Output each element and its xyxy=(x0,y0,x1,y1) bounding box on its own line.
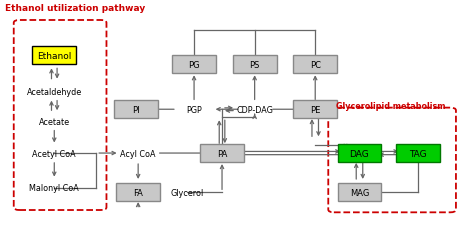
FancyBboxPatch shape xyxy=(172,56,216,74)
FancyBboxPatch shape xyxy=(337,183,382,202)
Text: CDP-DAG: CDP-DAG xyxy=(236,105,273,114)
FancyBboxPatch shape xyxy=(293,101,337,119)
Text: Malonyl CoA: Malonyl CoA xyxy=(29,183,79,192)
Text: Ethanol: Ethanol xyxy=(37,51,72,60)
Text: Glycerol: Glycerol xyxy=(171,188,204,197)
Text: PI: PI xyxy=(132,105,140,114)
Text: PG: PG xyxy=(188,61,200,70)
FancyBboxPatch shape xyxy=(116,183,160,202)
FancyBboxPatch shape xyxy=(337,144,382,163)
Text: PE: PE xyxy=(310,105,320,114)
Text: Ethanol utilization pathway: Ethanol utilization pathway xyxy=(5,4,146,13)
Text: PS: PS xyxy=(249,61,260,70)
Text: PA: PA xyxy=(217,149,227,158)
Text: Glycerolipid metabolism: Glycerolipid metabolism xyxy=(336,102,446,111)
FancyBboxPatch shape xyxy=(293,56,337,74)
FancyBboxPatch shape xyxy=(396,144,440,163)
FancyBboxPatch shape xyxy=(200,144,244,163)
Text: PGP: PGP xyxy=(186,105,202,114)
Text: MAG: MAG xyxy=(350,188,369,197)
Text: TAG: TAG xyxy=(409,149,427,158)
Text: DAG: DAG xyxy=(350,149,369,158)
Text: Acetyl CoA: Acetyl CoA xyxy=(32,149,76,158)
Text: Acyl CoA: Acyl CoA xyxy=(120,149,156,158)
Text: Acetate: Acetate xyxy=(39,118,70,127)
Text: Acetaldehyde: Acetaldehyde xyxy=(27,88,82,97)
Text: FA: FA xyxy=(133,188,143,197)
FancyBboxPatch shape xyxy=(114,101,158,119)
Text: PC: PC xyxy=(310,61,321,70)
FancyBboxPatch shape xyxy=(233,56,276,74)
FancyBboxPatch shape xyxy=(32,47,76,65)
